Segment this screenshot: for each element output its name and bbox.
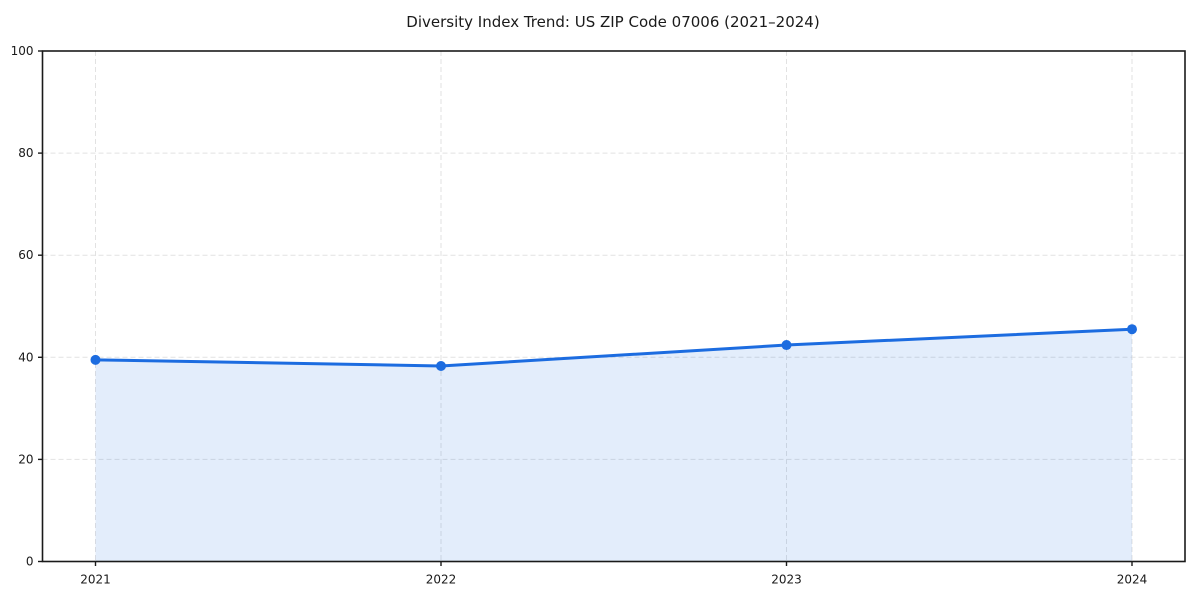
data-point-2021 xyxy=(90,354,101,365)
data-point-2024 xyxy=(1127,324,1137,335)
y-tick-label-80: 80 xyxy=(18,146,33,160)
area-fill-layer xyxy=(95,329,1132,562)
y-tick-label-60: 60 xyxy=(18,248,33,262)
trend-line-layer xyxy=(94,327,1134,368)
trend-line xyxy=(94,327,1134,368)
x-tick-label-2023: 2023 xyxy=(771,573,802,587)
data-point-2023 xyxy=(781,340,792,351)
y-tick-label-100: 100 xyxy=(11,44,34,58)
chart-title: Diversity Index Trend: US ZIP Code 07006… xyxy=(406,13,819,31)
x-tick-label-2021: 2021 xyxy=(80,573,111,587)
y-tick-label-40: 40 xyxy=(18,350,33,364)
y-tick-label-0: 0 xyxy=(26,555,34,569)
x-tick-label-2022: 2022 xyxy=(426,573,457,587)
y-tick-label-20: 20 xyxy=(18,452,33,466)
data-point-2022 xyxy=(436,360,446,371)
x-tick-labels-layer: 2021 2022 2023 2024 xyxy=(80,573,1147,587)
data-point-markers-layer xyxy=(90,324,1137,371)
y-tick-labels-layer: 0 20 40 60 80 100 xyxy=(11,44,34,569)
plot-border xyxy=(41,50,1186,563)
x-tick-label-2024: 2024 xyxy=(1117,573,1148,587)
area-fill xyxy=(95,329,1132,562)
